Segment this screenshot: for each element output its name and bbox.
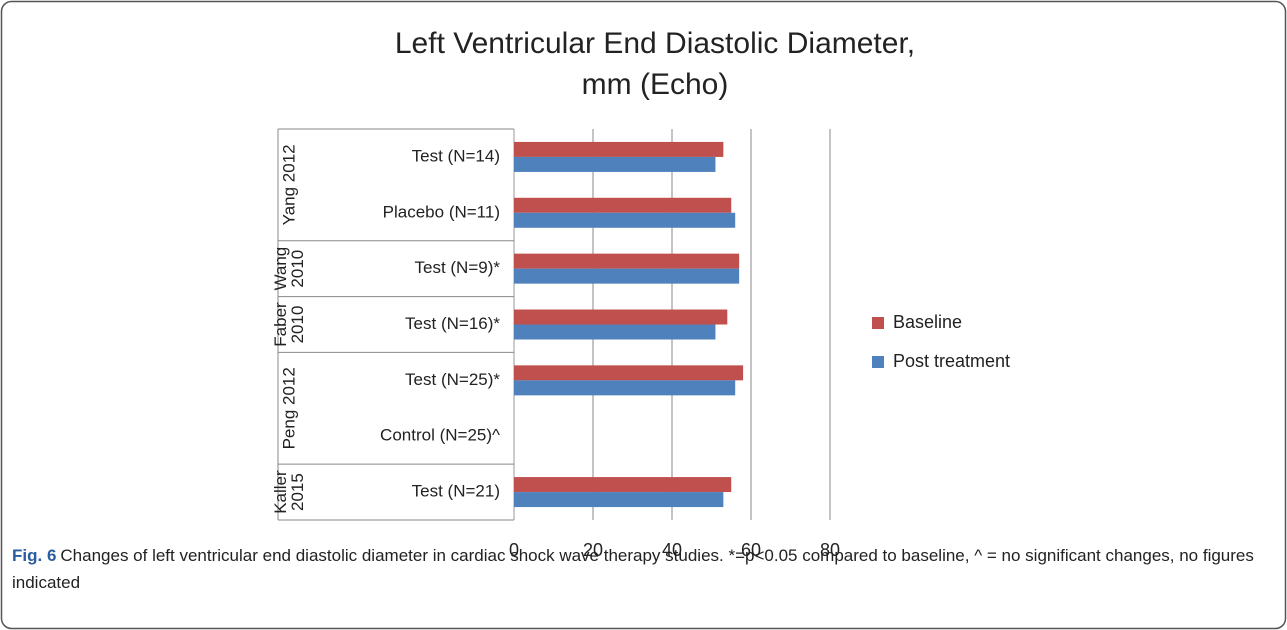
x-tick-label: 0	[509, 540, 519, 560]
y-tick-label: Placebo (N=11)	[383, 202, 500, 221]
group-label: Wang	[271, 247, 290, 291]
group-label: 2010	[288, 306, 307, 344]
caption-text: Changes of left ventricular end diastoli…	[12, 546, 1254, 592]
bar	[514, 380, 736, 396]
y-tick-label: Test (N=9)*	[415, 258, 501, 277]
x-tick-label: 80	[820, 540, 840, 560]
caption-label: Fig. 6	[12, 546, 57, 565]
group-label: 2010	[288, 250, 307, 288]
group-label: Yang 2012	[279, 144, 298, 225]
x-tick-label: 20	[583, 540, 603, 560]
bar	[514, 141, 724, 157]
group-label: 2015	[288, 473, 307, 511]
bar	[514, 492, 724, 508]
group-label: Peng 2012	[279, 367, 298, 449]
bar	[514, 197, 732, 213]
legend-label: Baseline	[893, 312, 962, 332]
legend-swatch	[872, 317, 884, 329]
bar	[514, 309, 728, 325]
bar	[514, 253, 740, 269]
group-label: Faber	[271, 302, 290, 347]
caption: Fig. 6 Changes of left ventricular end di…	[12, 542, 1274, 596]
bar	[514, 268, 740, 284]
chart-title: mm (Echo)	[582, 68, 729, 101]
legend-label: Post treatment	[893, 351, 1010, 371]
bar	[514, 365, 744, 381]
bar	[514, 477, 732, 493]
y-tick-label: Test (N=25)*	[405, 370, 500, 389]
y-tick-label: Control (N=25)^	[380, 426, 500, 445]
chart-title: Left Ventricular End Diastolic Diameter,	[395, 27, 915, 60]
y-tick-label: Test (N=16)*	[405, 314, 500, 333]
y-tick-label: Test (N=21)	[412, 482, 500, 501]
bar	[514, 212, 736, 228]
legend-swatch	[872, 356, 884, 368]
bar	[514, 324, 716, 340]
y-tick-label: Test (N=14)	[412, 146, 500, 165]
x-tick-label: 40	[662, 540, 682, 560]
group-label: Kaller	[271, 470, 290, 514]
bar	[514, 156, 716, 172]
x-tick-label: 60	[741, 540, 761, 560]
